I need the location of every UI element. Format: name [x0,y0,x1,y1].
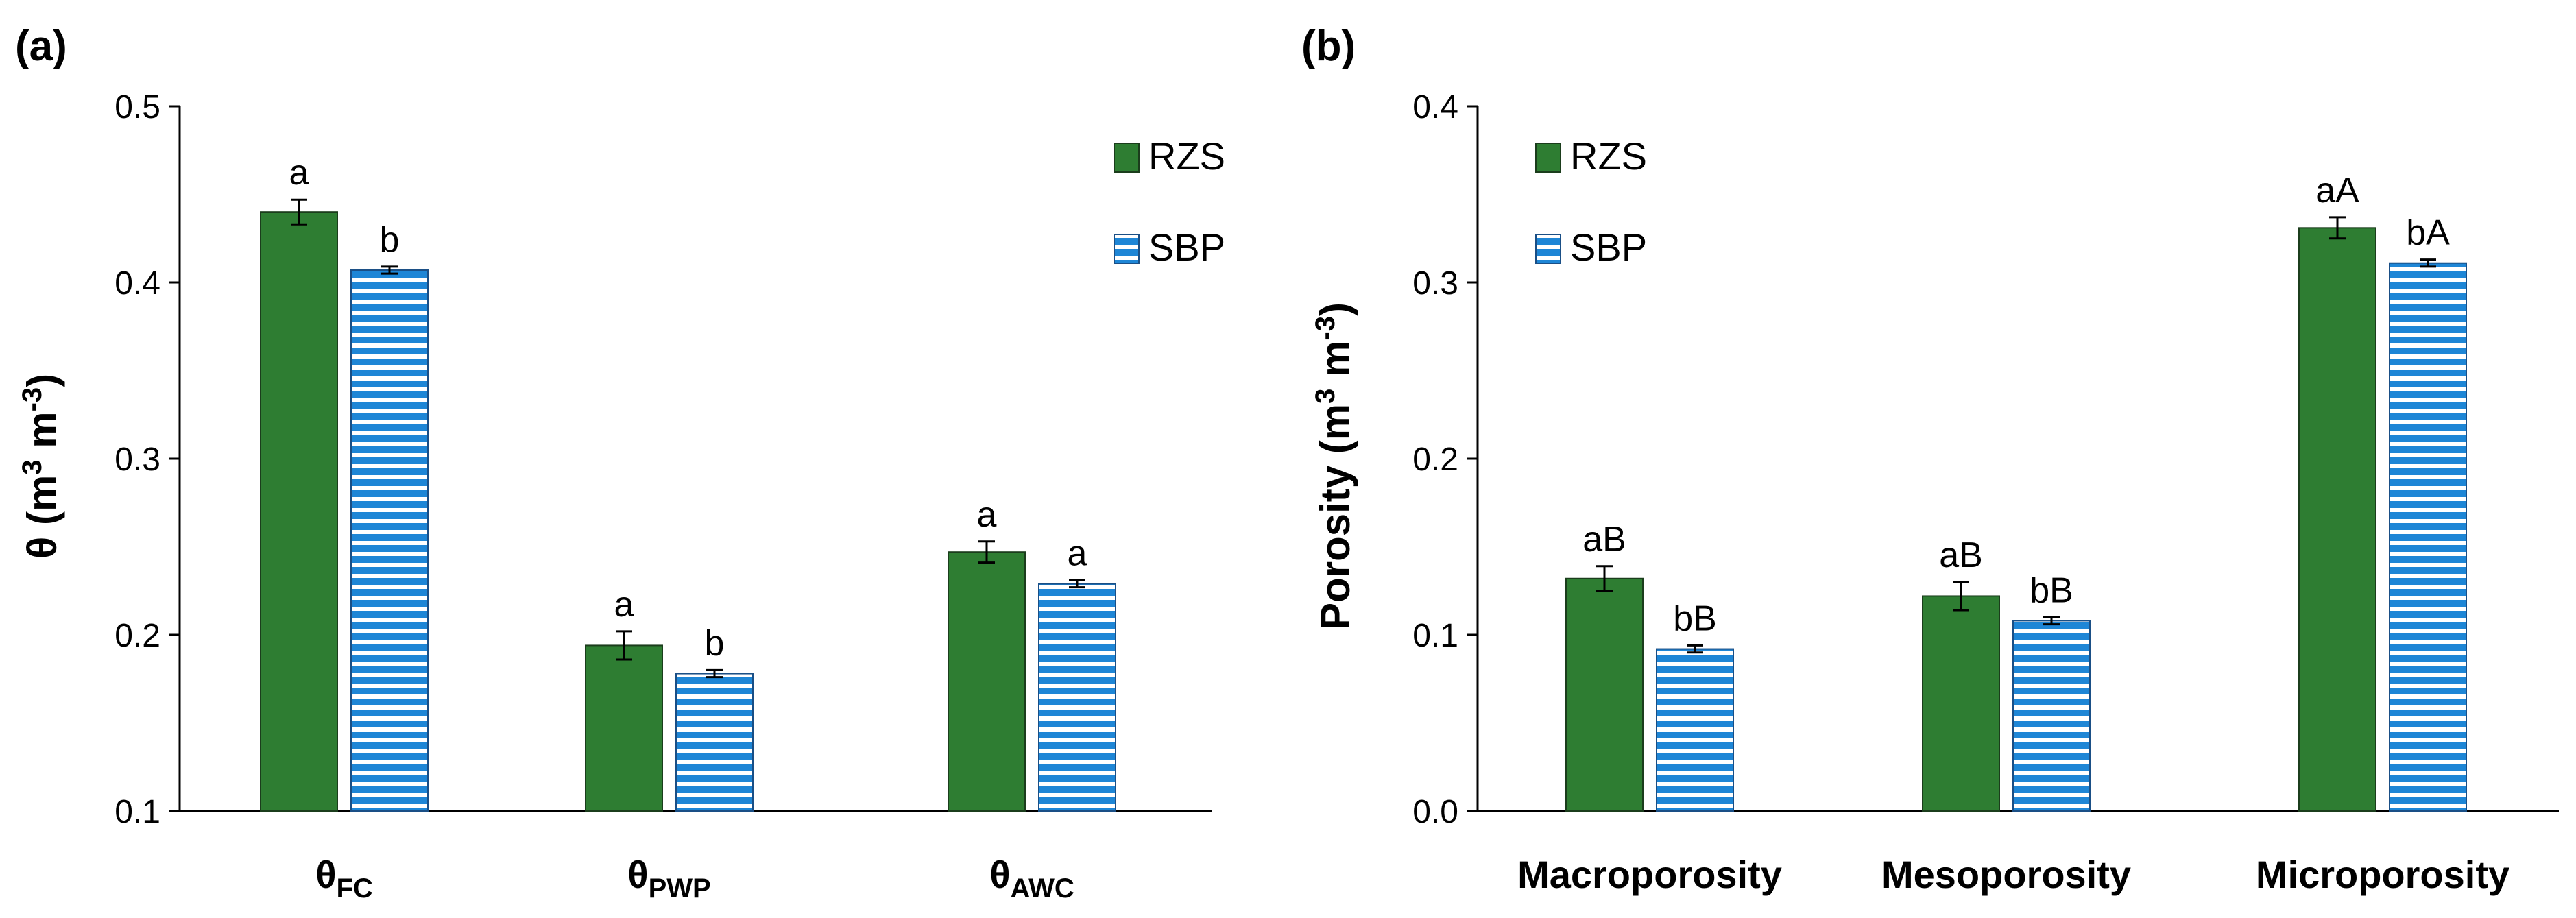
panel-a-legend-label-rzs: RZS [1148,134,1225,178]
panel-b-y-axis-title: Porosity (m3 m-3) [1310,302,1358,630]
panel-b-error-bar [2043,616,2060,626]
panel-b-error-bar [2329,216,2346,240]
panel-a-legend-swatch-rzs [1114,143,1140,173]
panel-a-error-bar [1069,579,1085,589]
panel-a-error-bar [978,540,995,564]
panel-b-y-tick-label: 0.2 [1412,442,1458,478]
panel-b-bar-rzs [2298,227,2376,812]
panel-b-legend-swatch-sbp [1535,234,1561,264]
panel-b-significance-label: aB [1582,520,1626,559]
panel-a-bar-sbp [350,269,429,812]
panel-b-error-bar [1687,644,1703,654]
panel-a-x-category-label: θPWP [627,853,710,904]
panel-b-error-bar [2420,258,2436,268]
panel-b-x-category-label: Macroporosity [1517,853,1782,896]
panel-a-error-bar [381,265,398,275]
panel-a-bar-sbp [675,673,754,812]
panel-a-bar-rzs [948,551,1026,812]
panel-b-legend-label-sbp: SBP [1570,226,1647,269]
panel-b-y-tick-label: 0.4 [1412,89,1458,125]
panel-b-legend-label-rzs: RZS [1570,134,1647,178]
panel-a-significance-label: a [289,153,309,193]
panel-a-error-bar [706,668,723,679]
panel-a-bar-rzs [260,211,338,812]
panel-b-x-category-label: Microporosity [2256,853,2509,896]
panel-a-significance-label: a [1068,533,1087,573]
panel-b-bar-sbp [2389,262,2467,812]
panel-a-y-axis-title: θ (m3 m-3) [17,374,65,559]
panel-b-significance-label: bB [2030,570,2073,610]
panel-b-significance-label: aA [2315,171,2359,210]
panel-a-legend-swatch-sbp [1114,234,1140,264]
panel-a-x-category-label: θFC [315,853,373,904]
panel-b-bar-sbp [2012,620,2091,812]
panel-a-legend-label-sbp: SBP [1148,226,1225,269]
panel-a-significance-label: b [380,220,400,260]
panel-b-y-tick-label: 0.1 [1412,618,1458,654]
panel-a-y-tick-label: 0.4 [115,265,160,302]
panel-a-bar-sbp [1038,583,1116,812]
panel-b-label: (b) [1301,23,1356,70]
panel-a-significance-label: a [977,495,997,535]
panel-b-bar-rzs [1922,595,2000,812]
panel-b-error-bar [1596,565,1613,592]
panel-b: (b) Porosity (m3 m-3) 0.0 0.1 0.2 0.3 0.4 Mac… [1301,23,2559,896]
panel-b-significance-label: bA [2406,213,2450,253]
panel-a-y-tick-label: 0.5 [115,89,160,125]
panel-a-bar-rzs [585,644,663,812]
panel-a-significance-label: a [614,585,634,625]
panel-a-significance-label: b [705,623,725,663]
panel-b-y-tick-label: 0.0 [1412,794,1458,830]
panel-a: (a) θ (m3 m-3) 0.1 0.2 0.3 0.4 0.5 θFC θPWP θAW… [15,23,1225,904]
panel-b-bar-rzs [1565,577,1644,812]
panel-b-bar-sbp [1656,648,1734,812]
panel-a-y-tick-label: 0.3 [115,442,160,478]
panel-b-x-category-label: Mesoporosity [1881,853,2131,896]
panel-b-y-tick-label: 0.3 [1412,265,1458,302]
panel-a-y-tick-label: 0.2 [115,618,160,654]
panel-a-label: (a) [15,23,67,70]
panel-a-error-bar [291,198,307,226]
panel-a-y-tick-label: 0.1 [115,794,160,830]
panel-b-significance-label: bB [1673,599,1717,638]
panel-b-error-bar [1953,581,1969,612]
panel-b-legend-swatch-rzs [1535,143,1561,173]
panel-b-significance-label: aB [1939,535,1983,575]
panel-a-error-bar [616,630,632,661]
panel-a-x-category-label: θAWC [989,853,1074,904]
